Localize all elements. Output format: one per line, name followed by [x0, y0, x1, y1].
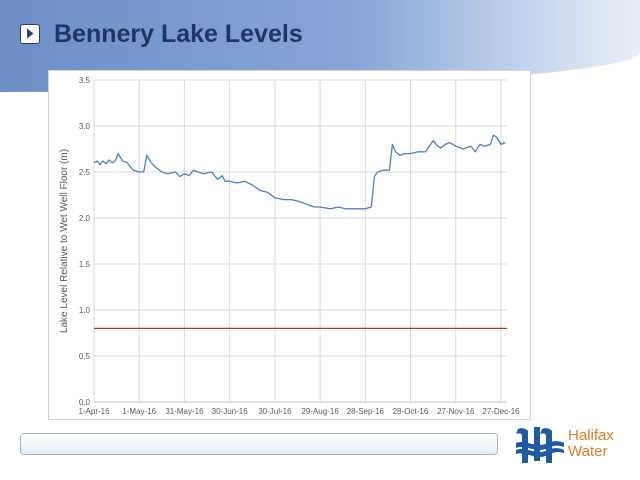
y-tick-label: 1.0	[79, 306, 91, 315]
y-axis-title: Lake Level Relative to Wet Well Floor (m…	[59, 149, 70, 333]
y-tick-label: 3.5	[79, 76, 91, 85]
play-arrow-icon	[27, 28, 34, 39]
x-tick-label: 1-May-16	[122, 407, 156, 416]
x-tick-label: 28-Oct-16	[393, 407, 429, 416]
y-tick-label: 2.5	[79, 168, 91, 177]
lake-level-series-line	[93, 134, 506, 210]
footer-bar	[20, 433, 498, 455]
lake-level-chart: 0.0 0.5 1.0 1.5 2.0 2.5 3.0 3.5 1-Apr-16 1-May-16…	[59, 76, 520, 416]
x-tick-label: 30-Jul-16	[258, 407, 292, 416]
logo-line-2: Water	[568, 443, 608, 460]
x-tick-label: 29-Aug-16	[301, 407, 339, 416]
y-tick-label: 2.0	[79, 214, 91, 223]
x-tick-label: 1-Apr-16	[78, 407, 110, 416]
x-tick-label: 30-Jun-16	[212, 407, 249, 416]
x-tick-label: 28-Sep-16	[347, 407, 385, 416]
y-tick-label: 1.5	[79, 260, 91, 269]
y-tick-label: 3.0	[79, 122, 91, 131]
nav-play-button[interactable]	[20, 24, 40, 44]
y-tick-label: 0.5	[79, 352, 91, 361]
x-tick-label: 27-Nov-16	[437, 407, 475, 416]
y-tick-label: 0.0	[79, 398, 91, 407]
halifax-water-logo: Halifax Water	[512, 423, 632, 467]
halifax-water-logo-icon	[516, 427, 564, 463]
logo-line-1: Halifax	[568, 427, 614, 444]
slide-title: Bennery Lake Levels	[54, 20, 303, 48]
x-tick-label: 31-May-16	[165, 407, 204, 416]
chart-frame: 0.0 0.5 1.0 1.5 2.0 2.5 3.0 3.5 1-Apr-16 1-May-16…	[48, 70, 531, 420]
x-tick-label: 27-Dec-16	[482, 407, 520, 416]
